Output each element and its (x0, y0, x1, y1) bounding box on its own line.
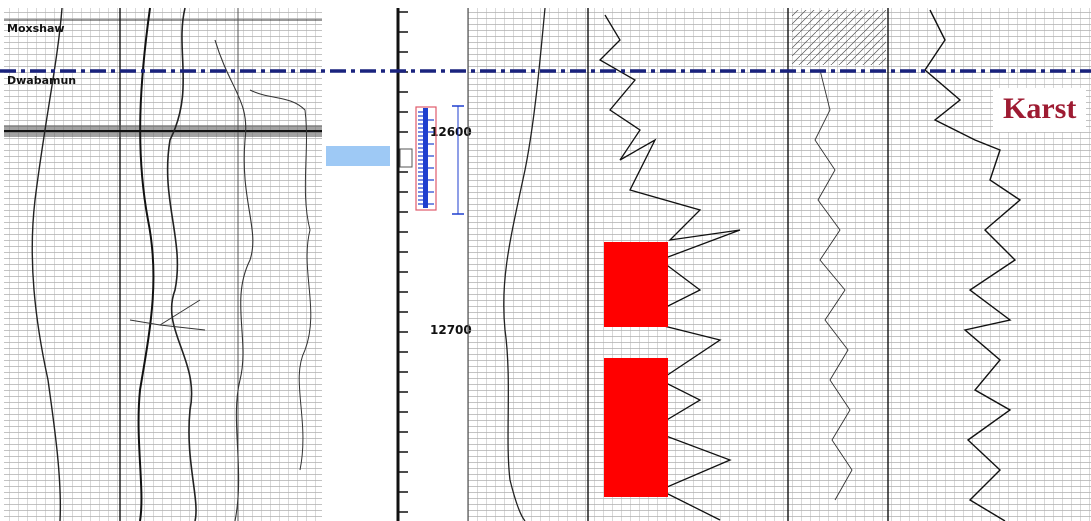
formation-label-dwabamun: Dwabamun (7, 74, 76, 87)
core-interval-marker (400, 106, 464, 214)
right-log-panel (468, 8, 1091, 521)
red-interval-upper (604, 242, 668, 327)
depth-label-12700: 12700 (430, 323, 472, 337)
depth-track: 12600 12700 (398, 8, 472, 521)
red-interval-lower (604, 358, 668, 497)
formation-label-moxshaw: Moxshaw (7, 22, 65, 35)
blue-correlation-patch (326, 146, 390, 166)
karst-annotation: Karst (993, 88, 1086, 132)
